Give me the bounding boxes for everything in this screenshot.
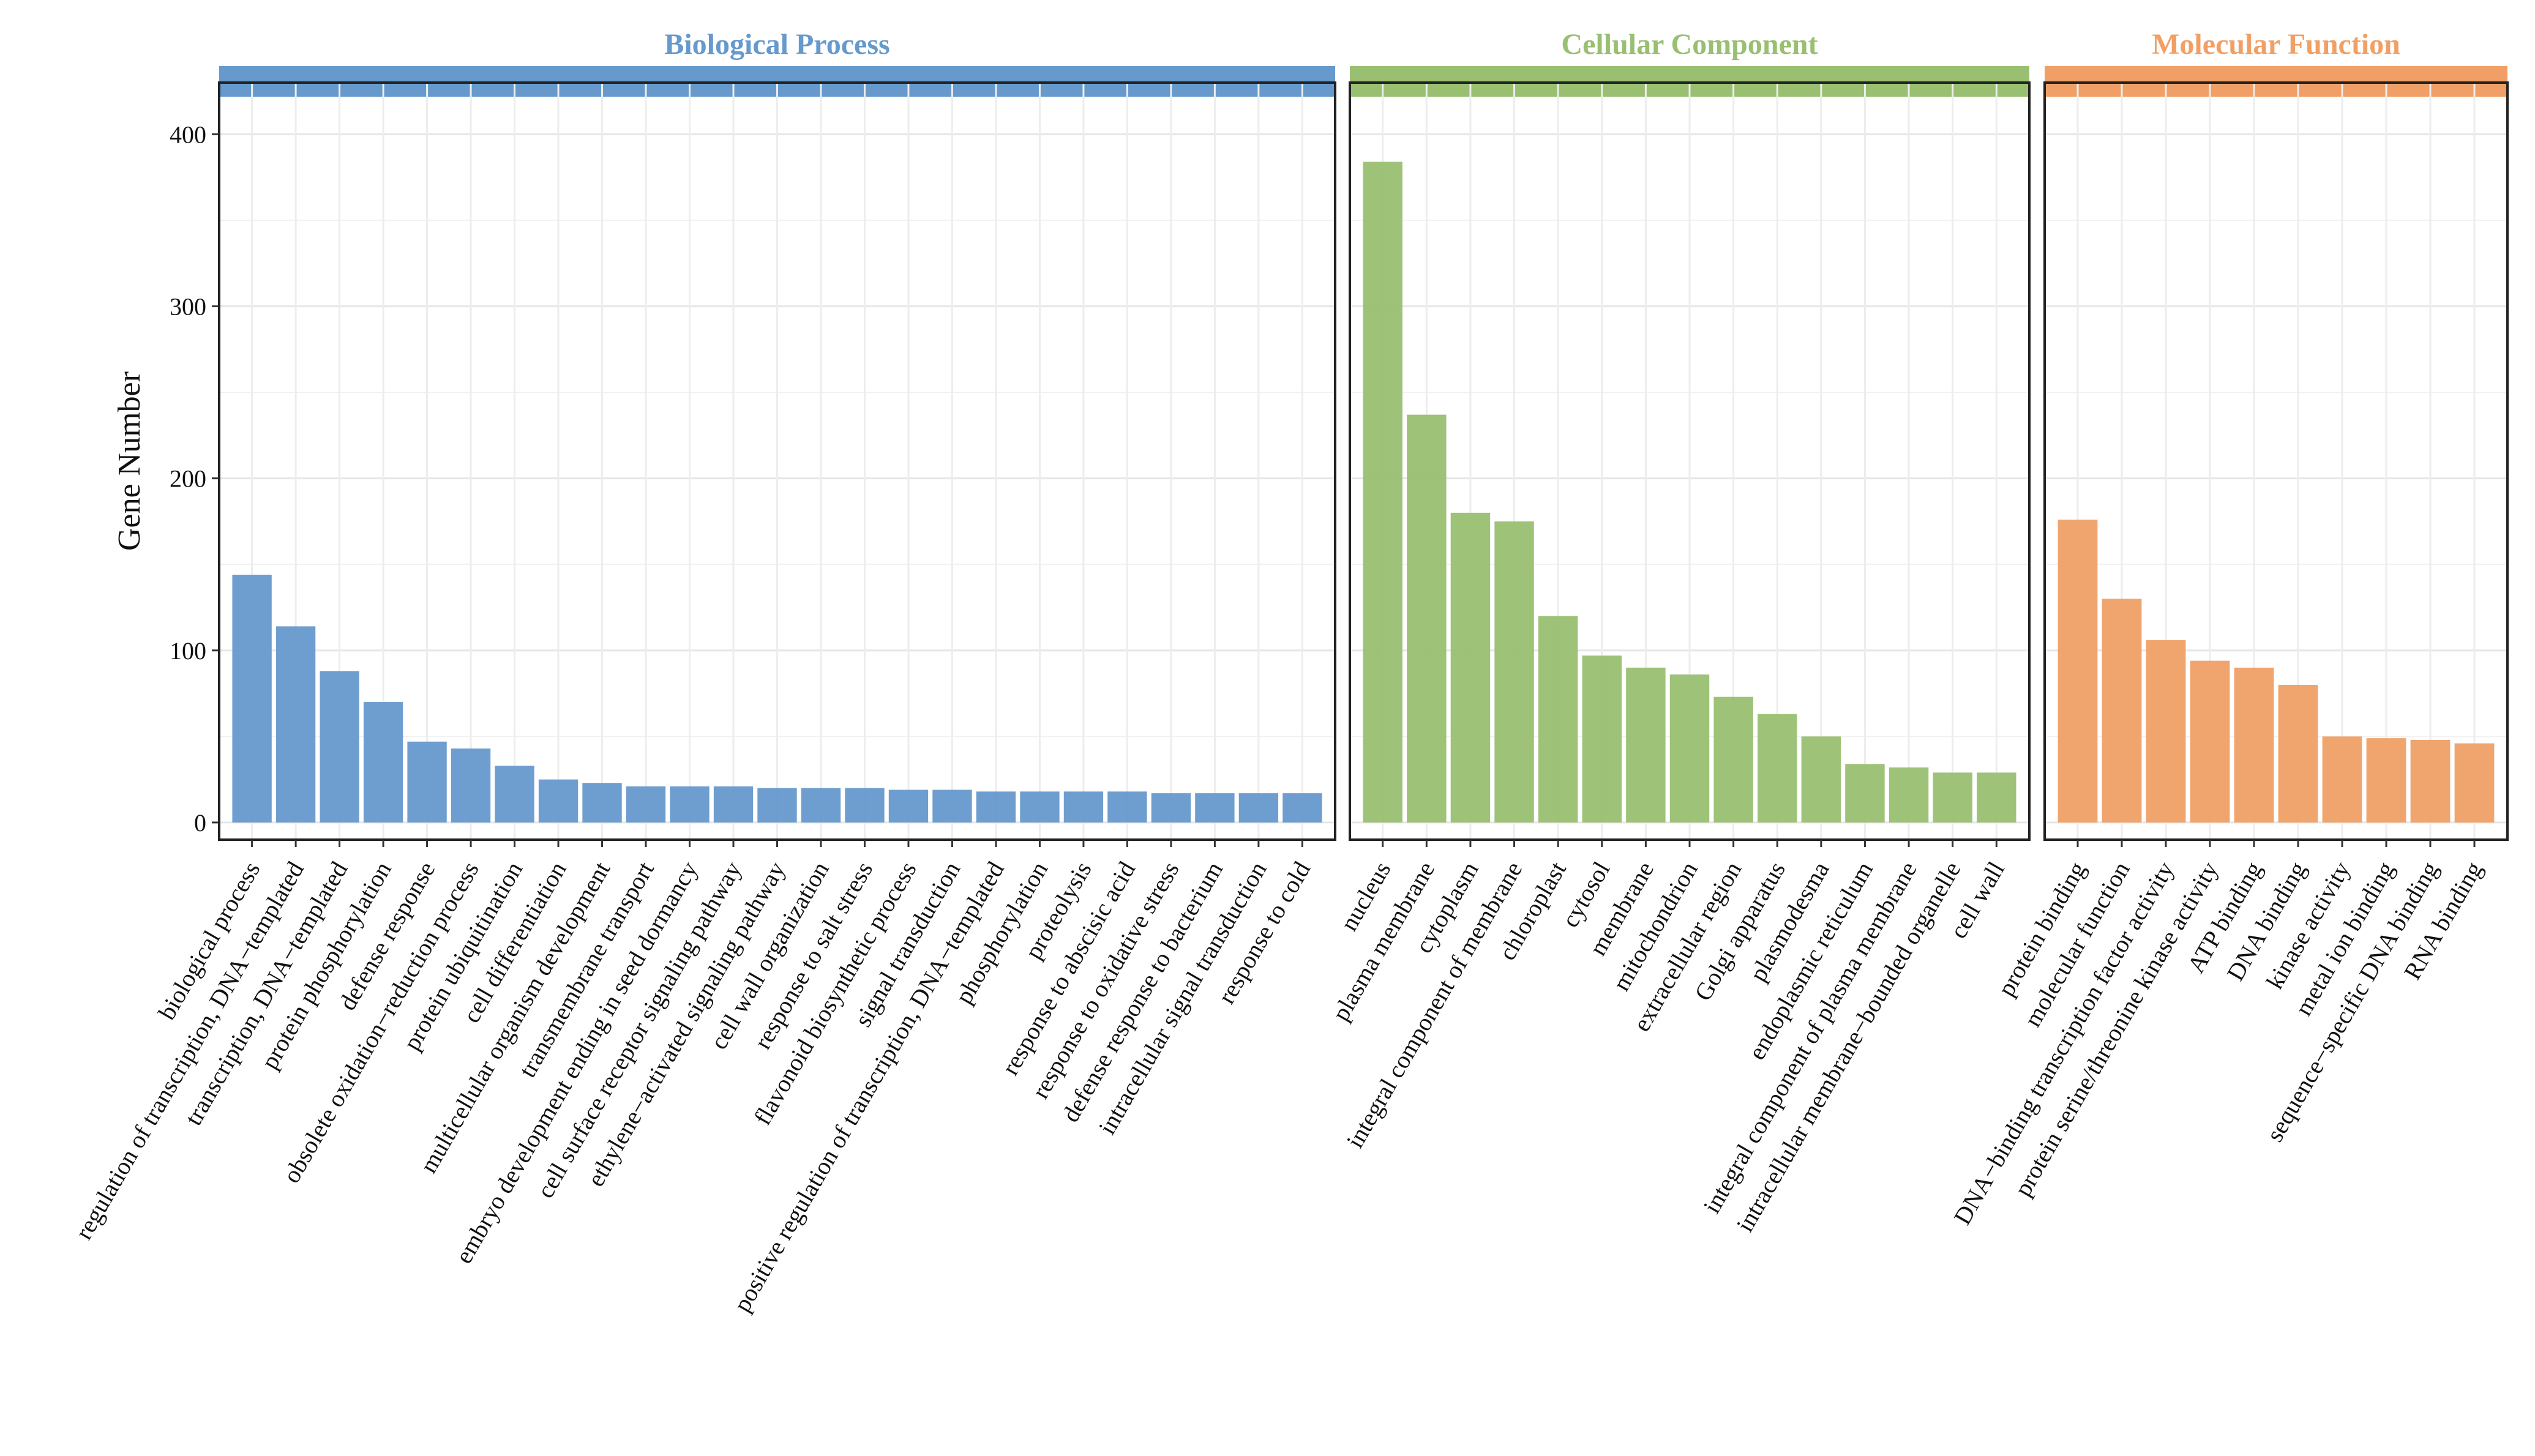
bar (1977, 772, 2016, 823)
bar (495, 766, 534, 823)
bar (1933, 772, 1972, 823)
bar (2058, 520, 2098, 823)
bar (888, 790, 929, 823)
bar (1195, 793, 1235, 823)
bar (801, 788, 841, 823)
bar (1758, 714, 1797, 823)
bar (1407, 414, 1447, 823)
panel-border (2043, 81, 2509, 841)
bar (1063, 791, 1104, 823)
bar (1020, 791, 1060, 823)
facet-title: Molecular Function (2152, 28, 2400, 61)
bar (2454, 743, 2495, 823)
bar (2366, 738, 2406, 823)
y-tick-label: 400 (170, 121, 206, 148)
bar (1494, 521, 1534, 823)
bar (1450, 512, 1491, 823)
bar (1363, 162, 1402, 823)
y-tick-label: 300 (170, 293, 206, 320)
bar (976, 791, 1016, 823)
bar (2278, 684, 2318, 823)
bar (932, 790, 972, 823)
bar (2234, 667, 2274, 823)
bar (2102, 599, 2142, 823)
bar (757, 788, 797, 823)
bar (1889, 767, 1929, 823)
bar (626, 786, 666, 823)
bar (275, 626, 316, 823)
bar (1626, 667, 1666, 823)
bar (1713, 696, 1753, 823)
bar (1238, 793, 1279, 823)
bar (2146, 640, 2186, 823)
facet-title: Cellular Component (1561, 28, 1818, 61)
bar (582, 783, 622, 823)
bar (1669, 674, 1710, 823)
bar (1538, 616, 1578, 823)
y-axis-title: Gene Number (112, 371, 147, 551)
bar (713, 786, 754, 823)
bar (2410, 739, 2451, 823)
bar (1282, 793, 1322, 823)
bar (1107, 791, 1147, 823)
y-tick-label: 100 (170, 637, 206, 665)
bar (2322, 736, 2362, 823)
bar (407, 741, 447, 823)
y-tick-label: 200 (170, 465, 206, 493)
y-tick-label: 0 (194, 809, 206, 837)
bar (363, 702, 403, 823)
bar (232, 575, 272, 823)
bar (1801, 736, 1841, 823)
bar (845, 788, 885, 823)
bar (320, 671, 359, 823)
bar (2190, 660, 2230, 823)
facet-title: Biological Process (664, 28, 889, 61)
bar (538, 779, 579, 823)
bar (1151, 793, 1191, 823)
bar (1582, 655, 1622, 823)
bar (451, 748, 491, 823)
bar (670, 786, 710, 823)
bar (1845, 764, 1885, 823)
